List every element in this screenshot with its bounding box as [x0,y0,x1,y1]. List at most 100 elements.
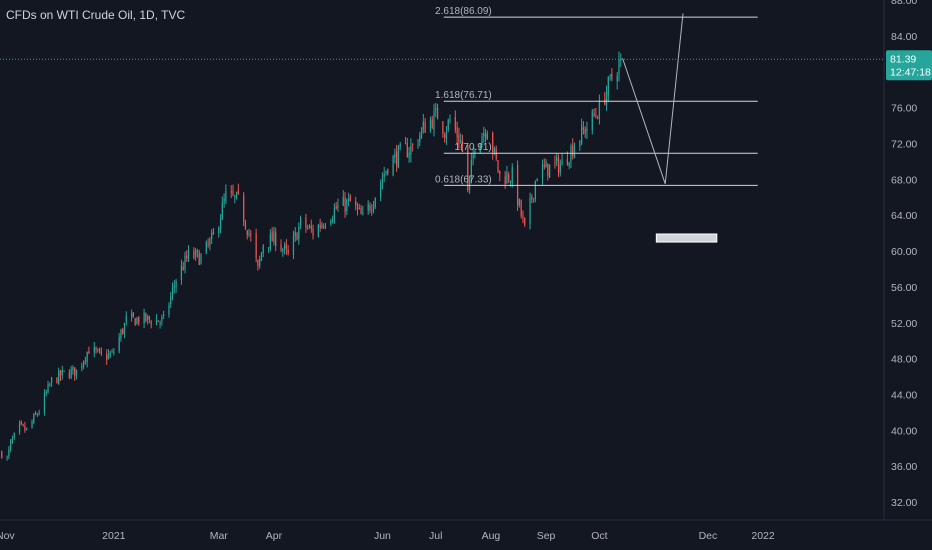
candle-body [106,354,108,360]
candle-body [460,140,462,143]
candle-body [97,349,99,351]
candle-body [26,427,28,430]
candle-body [449,119,451,121]
candle-body [417,144,419,146]
price-axis[interactable]: 32.00 36.00 40.00 44.00 48.00 52.00 56.00 60.00… [891,0,917,509]
candle-body [566,158,569,165]
candle-body [394,153,396,158]
candle-body [34,413,37,415]
candle-body [344,197,346,212]
time-axis[interactable]: Nov 2021 Mar Apr Jun Jul Aug Sep Oct Dec 2022 [0,530,775,542]
candle-body [458,134,460,144]
candle-body [255,233,257,259]
candle-body [461,140,464,146]
time-tick-label: Aug [482,530,501,542]
candle-body [385,170,387,174]
candle-body [310,226,312,230]
candle-body [408,152,410,158]
candle-body [479,143,481,152]
candle-body [134,318,136,326]
candle-body [243,195,245,223]
candle-body [111,351,113,353]
candle-body [372,205,375,211]
candle-body [107,353,110,359]
price-tick-label: 72.00 [891,138,917,150]
candle-body [371,209,373,211]
candle-body [331,218,334,223]
candle-body [260,252,263,261]
candle-body [98,349,101,351]
candle-body [59,370,62,377]
fib-level-label: 1(70.91) [455,142,492,153]
candle-body [193,250,195,258]
candle-body [285,243,287,249]
candle-body [296,233,298,241]
candle-body [250,234,252,236]
candle-body [598,99,601,118]
candle-body [486,133,488,140]
candle-body [125,316,127,322]
candle-body [531,196,533,200]
candle-body [545,161,547,168]
price-tick-label: 52.00 [891,318,917,330]
candle-body [38,412,40,415]
last-price-tag-box [886,50,932,81]
candle-body [554,162,556,164]
candle-body [6,456,8,458]
candle-body [597,117,599,119]
price-tick-label: 48.00 [891,354,917,366]
candle-body [168,305,170,315]
candle-body [493,147,496,152]
candle-body [342,196,344,206]
candle-body [618,59,620,74]
time-tick-label: Oct [591,530,607,542]
candle-body [120,330,122,339]
candle-body [586,128,588,132]
candle-body [593,113,595,116]
candle-body [122,329,124,334]
candle-body [283,245,286,249]
candle-body [205,241,207,254]
candle-body [579,140,581,147]
candle-body [1,451,3,458]
bar-countdown: 12:47:18 [890,66,931,78]
candle-body [237,190,239,194]
candle-body [620,59,622,61]
candle-body [330,220,332,225]
candle-body [559,164,561,173]
candle-body [170,295,172,305]
candle-body [273,230,275,243]
candle-body [616,75,618,82]
candle-body [209,239,211,246]
price-tick-label: 76.00 [891,103,917,115]
candle-body [472,154,474,159]
candle-body [159,321,161,324]
candle-body [163,314,165,316]
price-tick-label: 44.00 [891,389,917,401]
candle-body [321,224,323,229]
candle-body [259,259,261,267]
projection-path[interactable] [622,13,684,184]
candle-body [573,147,576,158]
candle-body [20,421,22,424]
candle-body [581,125,583,144]
candle-body [604,99,606,105]
candle-body [445,131,448,139]
fib-level-label: 0.618(67.33) [435,174,492,185]
candle-body [186,255,188,259]
candle-body [547,163,549,177]
candle-body [292,236,295,255]
candle-body [100,351,103,354]
candle-body [173,285,175,288]
price-tick-label: 68.00 [891,174,917,186]
candle-body [561,159,563,166]
target-box[interactable] [655,233,718,243]
candle-body [275,232,277,247]
candle-body [298,226,300,239]
candle-body [548,164,551,178]
drawings-layer: 2.618(86.09) 1.618(76.71) 1(70.91) 0.618(67… [435,6,758,243]
candle-body [81,365,83,368]
candle-body [374,197,376,207]
candle-body [262,245,264,253]
